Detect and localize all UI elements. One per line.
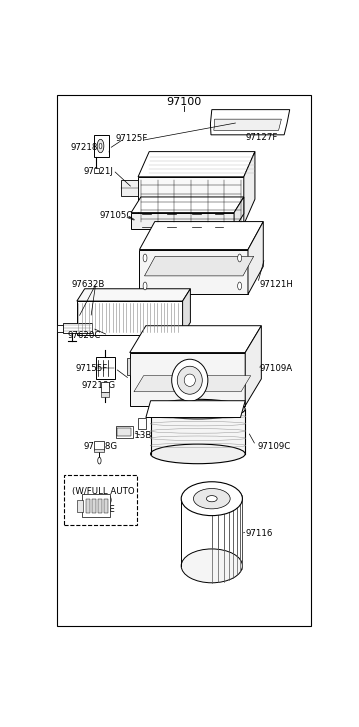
Ellipse shape (151, 444, 245, 464)
Polygon shape (130, 326, 261, 353)
Text: 97620C: 97620C (67, 331, 101, 340)
Circle shape (238, 254, 242, 262)
Text: 97121J: 97121J (84, 166, 114, 176)
Bar (104, 499, 108, 513)
Polygon shape (77, 289, 190, 301)
Ellipse shape (151, 399, 245, 419)
Bar (138, 417, 146, 429)
Bar (92, 499, 96, 513)
Circle shape (97, 140, 104, 153)
Polygon shape (127, 358, 130, 375)
Polygon shape (77, 301, 183, 334)
Ellipse shape (181, 482, 242, 515)
Bar (94, 168, 99, 174)
Polygon shape (183, 289, 190, 334)
Polygon shape (144, 257, 254, 276)
Bar (101, 392, 109, 397)
Ellipse shape (172, 359, 208, 401)
Polygon shape (95, 357, 115, 379)
Bar (64, 475, 137, 525)
Polygon shape (138, 177, 244, 225)
Text: 97105C: 97105C (99, 212, 132, 220)
Polygon shape (94, 135, 109, 156)
Text: 97100: 97100 (166, 97, 202, 108)
Bar (94, 441, 104, 450)
Text: 97127F: 97127F (245, 133, 278, 142)
Text: 97155F: 97155F (75, 364, 108, 373)
Ellipse shape (162, 402, 233, 416)
Text: 97632B: 97632B (71, 280, 105, 289)
Polygon shape (140, 222, 263, 249)
Circle shape (238, 282, 242, 290)
Polygon shape (138, 152, 255, 177)
Text: 97218G: 97218G (81, 380, 115, 390)
Text: 97113B: 97113B (118, 431, 152, 440)
Text: (W/FULL AUTO: (W/FULL AUTO (72, 487, 135, 496)
Ellipse shape (194, 489, 230, 509)
Circle shape (143, 254, 147, 262)
Polygon shape (131, 197, 244, 212)
Ellipse shape (177, 366, 202, 394)
Bar (94, 449, 104, 452)
Text: 97218G: 97218G (84, 442, 118, 451)
Circle shape (143, 282, 147, 290)
Bar (83, 494, 110, 517)
Polygon shape (63, 323, 92, 333)
Ellipse shape (206, 496, 217, 502)
Bar (77, 499, 83, 512)
Bar (116, 426, 132, 438)
Polygon shape (121, 180, 138, 196)
Bar (101, 382, 109, 393)
Polygon shape (134, 376, 251, 392)
Text: 97218G: 97218G (70, 142, 104, 152)
Circle shape (98, 457, 101, 464)
Polygon shape (130, 353, 245, 406)
Text: 97109A: 97109A (259, 364, 292, 373)
Bar (98, 499, 102, 513)
Polygon shape (57, 324, 77, 332)
Polygon shape (140, 249, 248, 294)
Text: 97116: 97116 (245, 529, 272, 539)
Bar (117, 428, 131, 436)
Text: 97125F: 97125F (116, 134, 148, 143)
Polygon shape (244, 152, 255, 225)
Text: 97176E: 97176E (83, 505, 115, 514)
Polygon shape (146, 401, 245, 417)
Polygon shape (151, 409, 245, 454)
Circle shape (99, 143, 102, 149)
Polygon shape (214, 119, 281, 130)
Text: A/CON): A/CON) (83, 496, 114, 505)
Bar (86, 499, 90, 513)
Polygon shape (131, 212, 234, 230)
Ellipse shape (184, 374, 195, 386)
Ellipse shape (181, 549, 242, 583)
Text: 97109C: 97109C (258, 442, 291, 451)
Polygon shape (245, 326, 261, 406)
Text: 97121H: 97121H (259, 280, 293, 289)
Polygon shape (210, 110, 290, 134)
Polygon shape (234, 197, 244, 230)
Polygon shape (248, 222, 263, 294)
